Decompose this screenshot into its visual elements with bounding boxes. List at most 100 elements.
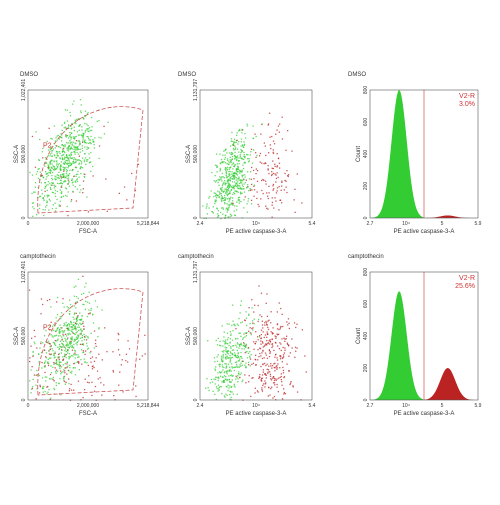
event-dot: [243, 161, 246, 163]
event-dot: [233, 369, 235, 372]
event-dot: [233, 385, 235, 387]
event-dot: [74, 180, 76, 182]
event-dot: [274, 165, 276, 167]
event-dot: [33, 191, 35, 193]
event-dot: [217, 372, 219, 374]
event-dot: [281, 313, 283, 315]
event-dot: [227, 353, 229, 355]
event-dot: [58, 145, 60, 148]
event-dot: [271, 173, 273, 176]
event-dot: [277, 391, 279, 393]
event-dot: [266, 336, 268, 338]
event-dot: [243, 143, 246, 146]
event-dot: [267, 169, 269, 171]
event-dot: [58, 393, 61, 395]
event-dot: [46, 376, 48, 378]
event-dot: [265, 320, 267, 323]
event-dot: [242, 337, 245, 339]
event-dot: [75, 175, 77, 177]
event-dot: [44, 371, 46, 374]
event-dot: [230, 196, 232, 198]
event-dot: [208, 197, 210, 199]
event-dot: [221, 190, 223, 192]
event-dot: [66, 162, 69, 164]
event-dot: [233, 144, 235, 147]
event-dot: [63, 163, 66, 165]
event-dot: [240, 191, 242, 193]
event-dot: [267, 326, 269, 329]
event-dot: [64, 354, 66, 356]
event-dot: [229, 159, 231, 161]
event-dot: [260, 337, 262, 340]
event-dot: [44, 376, 46, 378]
event-dot: [71, 157, 73, 159]
event-dot: [60, 182, 62, 184]
event-dot: [261, 189, 263, 192]
event-dot: [269, 339, 271, 341]
event-dot: [223, 375, 226, 377]
event-dot: [273, 188, 275, 190]
event-dot: [88, 162, 91, 164]
event-dot: [269, 371, 271, 373]
event-dot: [260, 355, 262, 357]
event-dot: [31, 192, 33, 195]
event-dot: [275, 192, 278, 194]
event-dot: [272, 151, 274, 153]
event-dot: [37, 177, 40, 180]
event-dot: [231, 339, 234, 341]
event-dot: [65, 348, 67, 350]
event-dot: [60, 373, 62, 375]
event-dot: [233, 172, 235, 174]
event-dot: [261, 390, 264, 392]
event-dot: [287, 343, 289, 345]
event-dot: [228, 387, 230, 389]
event-dot: [231, 356, 234, 359]
event-dot: [45, 178, 47, 180]
event-dot: [59, 378, 61, 380]
event-dot: [73, 175, 75, 178]
plot: [202, 112, 303, 220]
event-dot: [288, 322, 290, 324]
event-dot: [246, 332, 248, 334]
event-dot: [57, 164, 59, 166]
event-dot: [223, 190, 226, 192]
event-dot: [250, 334, 252, 336]
event-dot: [74, 186, 76, 188]
event-dot: [72, 332, 74, 334]
event-dot: [213, 195, 215, 198]
event-dot: [226, 193, 228, 196]
event-dot: [234, 193, 236, 195]
event-dot: [52, 325, 54, 328]
event-dot: [250, 354, 252, 356]
event-dot: [248, 375, 250, 377]
event-dot: [270, 322, 272, 324]
event-dot: [222, 213, 224, 215]
event-dot: [227, 384, 229, 386]
event-dot: [218, 184, 220, 187]
event-dot: [64, 156, 66, 158]
event-dot: [281, 180, 283, 182]
event-dot: [53, 161, 55, 163]
event-dot: [64, 152, 66, 154]
event-dot: [62, 359, 64, 361]
event-dot: [60, 136, 62, 138]
event-dot: [70, 163, 72, 165]
gate-outline: [37, 106, 144, 214]
event-dot: [61, 339, 63, 341]
event-dot: [77, 134, 80, 136]
event-dot: [77, 324, 80, 326]
event-dot: [265, 205, 267, 207]
event-dot: [77, 278, 80, 280]
event-dot: [88, 309, 90, 311]
event-dot: [230, 138, 233, 140]
event-dot: [90, 309, 92, 311]
event-dot: [273, 366, 275, 369]
event-dot: [60, 164, 62, 166]
event-dot: [67, 307, 69, 309]
event-dot: [73, 347, 75, 349]
event-dot: [225, 174, 227, 177]
event-dot: [66, 120, 69, 122]
event-dot: [68, 358, 70, 360]
event-dot: [248, 364, 250, 366]
event-dot: [73, 326, 75, 328]
